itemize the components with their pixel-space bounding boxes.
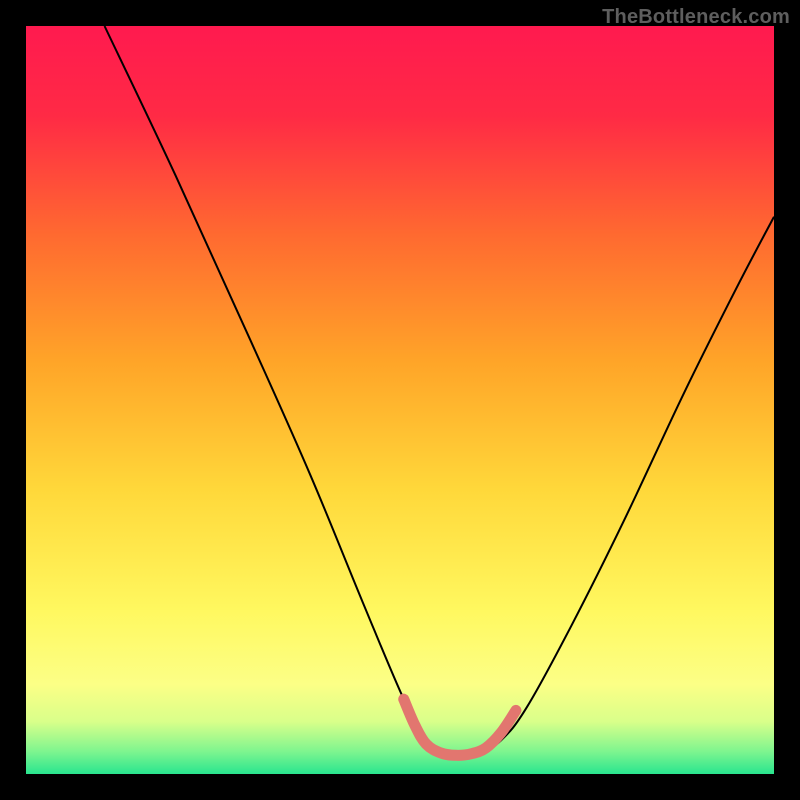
watermark-text: TheBottleneck.com xyxy=(602,6,790,29)
bottleneck-chart: TheBottleneck.com xyxy=(0,0,800,800)
chart-svg xyxy=(0,0,800,800)
chart-plot-background xyxy=(26,26,774,774)
